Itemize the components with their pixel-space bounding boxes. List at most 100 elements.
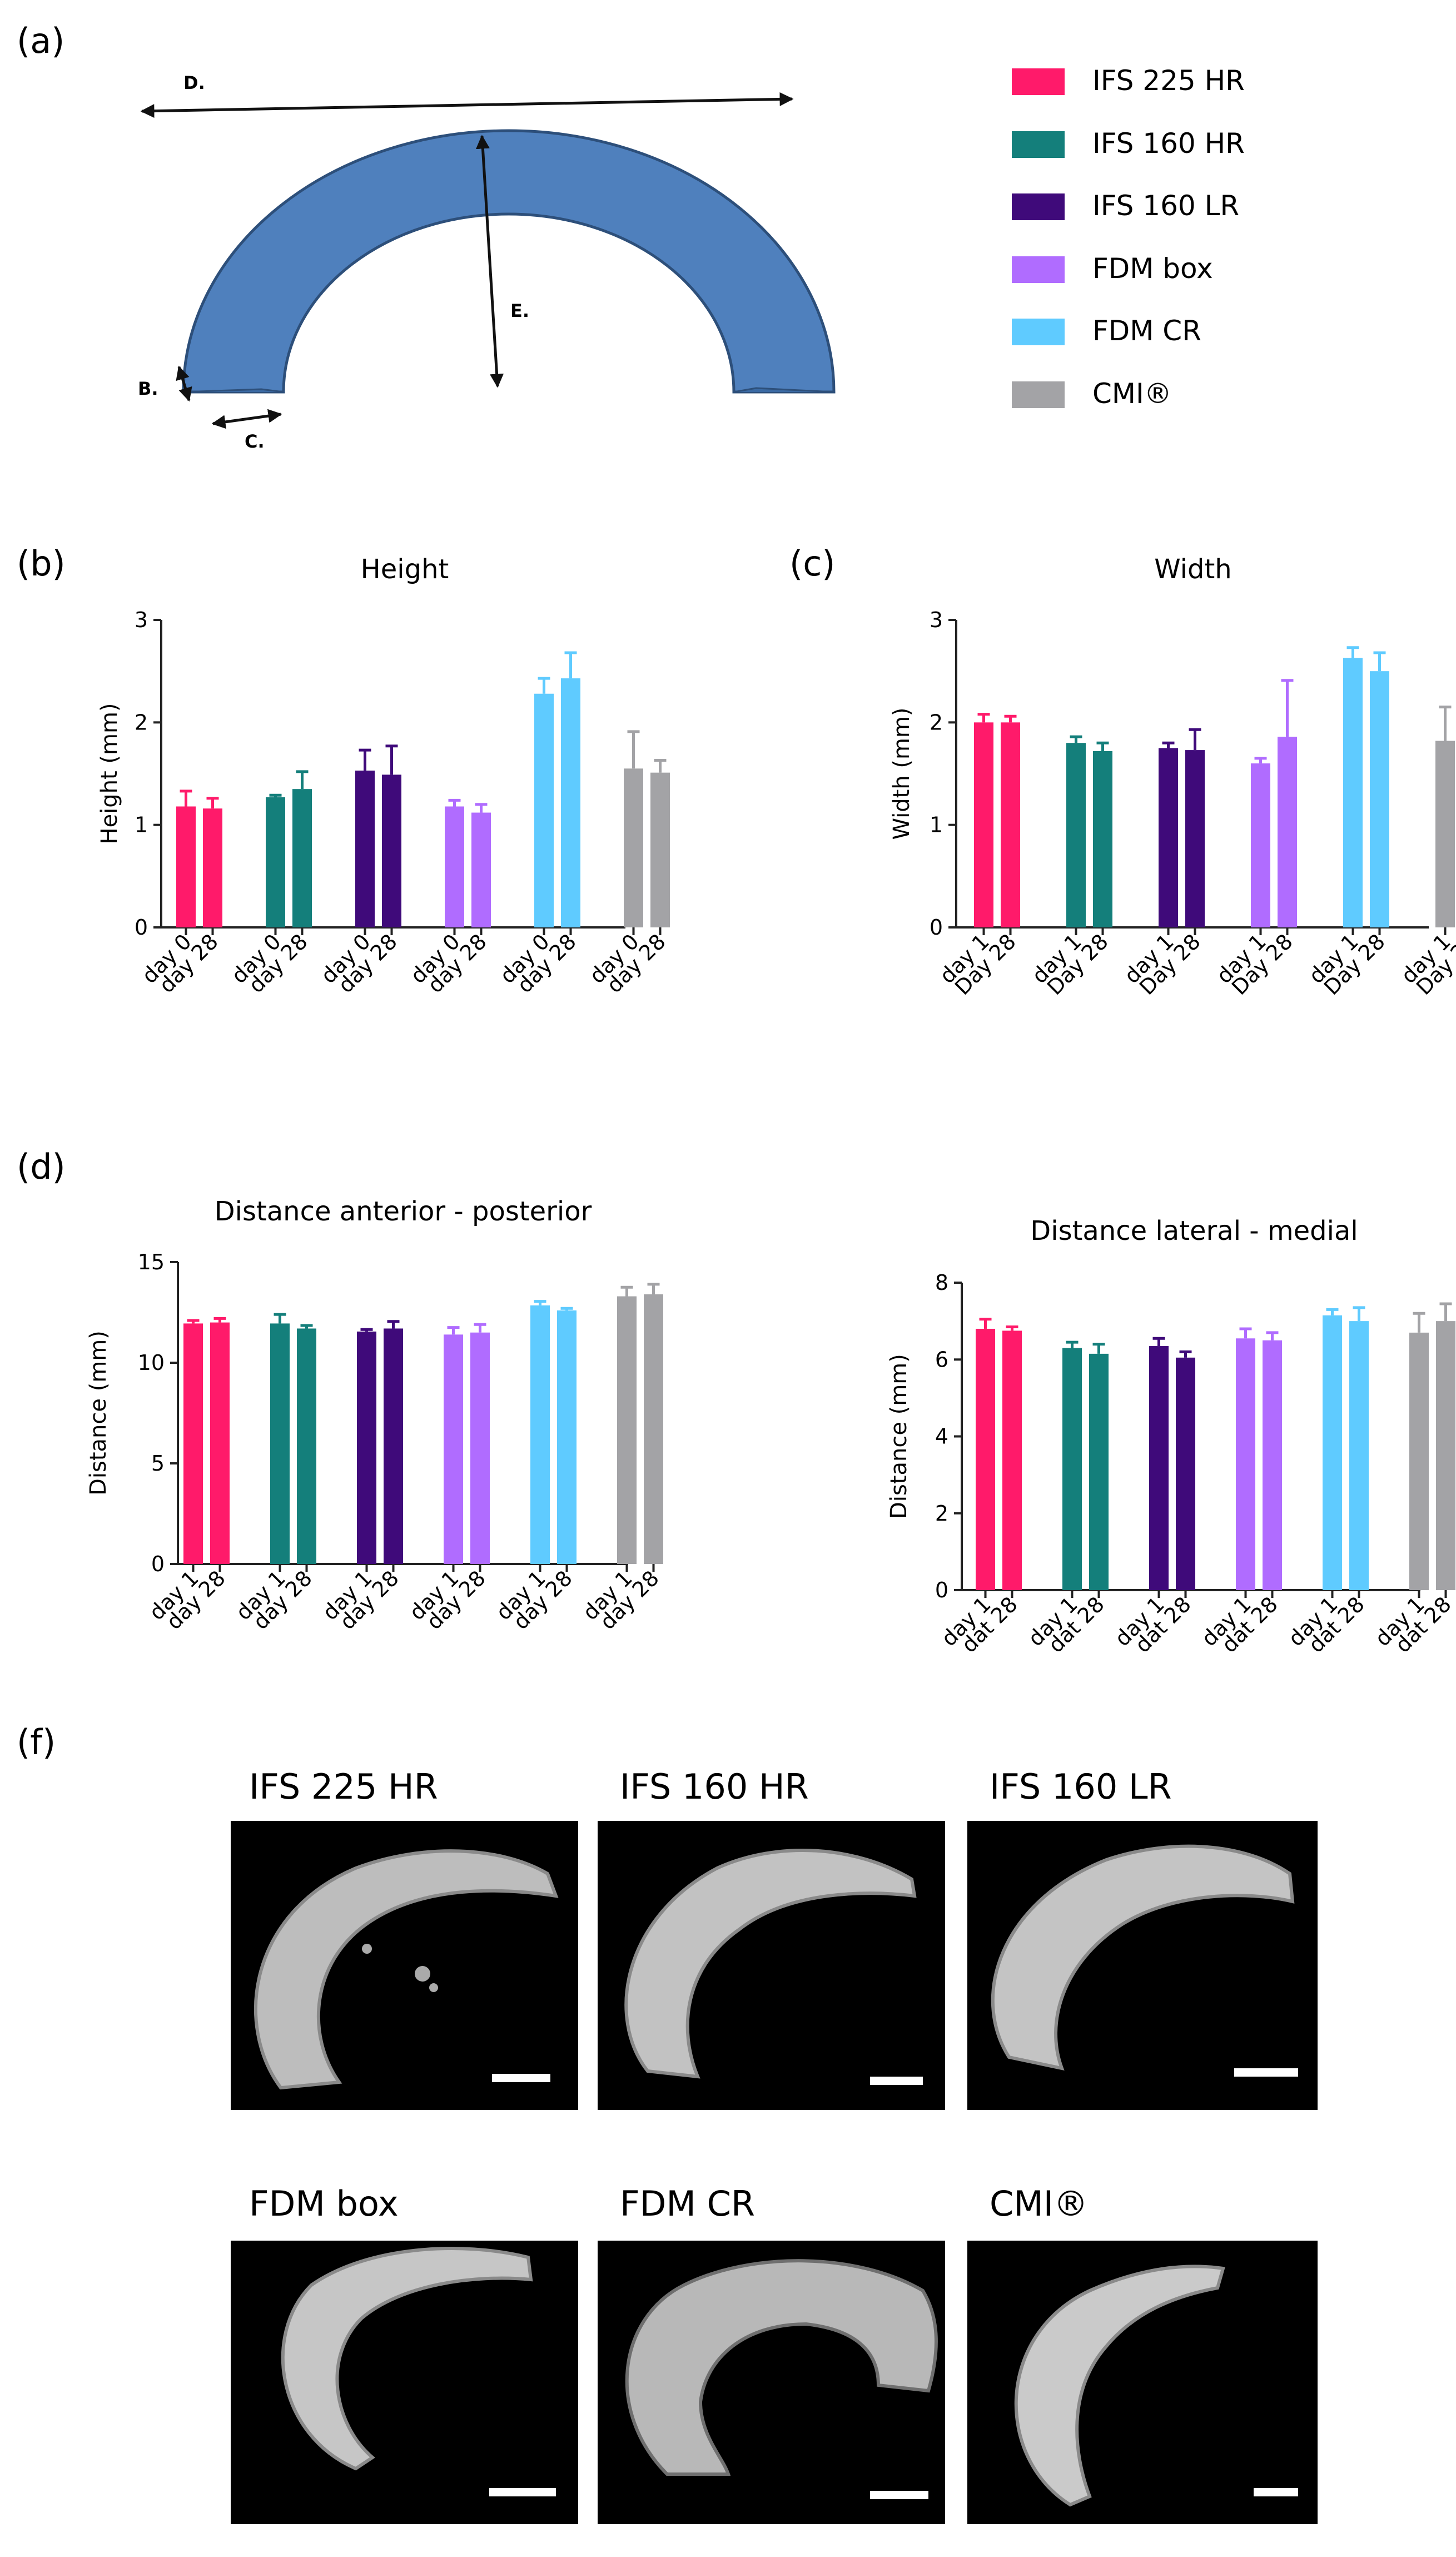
legend-swatch xyxy=(1012,131,1065,158)
y-tick-label: 0 xyxy=(135,915,148,940)
arrow-b xyxy=(176,365,192,402)
chart-title-lm: Distance lateral - medial xyxy=(1030,1215,1358,1247)
bar-ap-5 xyxy=(384,1328,403,1564)
scan-label: IFS 225 HR xyxy=(249,1766,438,1807)
bar-width-10 xyxy=(1435,741,1455,927)
scale-bar xyxy=(870,2491,928,2499)
scan-fdmbox: FDM box xyxy=(231,2183,578,2524)
bar-lm-10 xyxy=(1409,1332,1429,1590)
legend-swatch xyxy=(1012,381,1065,408)
scan-ifs225hr: IFS 225 HR xyxy=(231,1766,578,2110)
scan-label: FDM box xyxy=(249,2183,399,2224)
legend-label: IFS 160 LR xyxy=(1092,190,1239,222)
bar-ap-11 xyxy=(644,1294,663,1564)
scan-scaffold xyxy=(254,1849,559,2090)
bar-ap-2 xyxy=(270,1323,290,1564)
scale-bar xyxy=(870,2077,923,2085)
bar-width-1 xyxy=(1001,722,1020,927)
legend-label: IFS 225 HR xyxy=(1092,64,1245,97)
scan-scaffold xyxy=(991,1844,1295,2071)
y-axis-label: Height (mm) xyxy=(97,703,122,844)
scale-bar xyxy=(1234,2068,1298,2077)
panel-label-f: (f) xyxy=(17,1722,56,1762)
panel-label-d: (d) xyxy=(17,1146,66,1187)
legend: IFS 225 HR IFS 160 HR IFS 160 LR FDM box… xyxy=(1012,64,1245,410)
chart-title-ap: Distance anterior - posterior xyxy=(215,1196,592,1227)
label-e: E. xyxy=(510,300,529,321)
bar-ap-3 xyxy=(297,1328,316,1564)
bar-lm-9 xyxy=(1349,1321,1369,1590)
panel-label-a: (a) xyxy=(17,21,64,61)
y-tick-label: 8 xyxy=(935,1270,948,1295)
bar-ap-4 xyxy=(357,1331,376,1564)
scale-bar xyxy=(1254,2488,1298,2496)
y-tick-label: 0 xyxy=(935,1578,948,1602)
y-tick-label: 2 xyxy=(135,710,148,734)
bar-width-5 xyxy=(1185,750,1205,927)
bar-height-10 xyxy=(624,768,643,927)
y-tick-label: 10 xyxy=(138,1351,165,1375)
bar-height-3 xyxy=(292,789,312,927)
scale-bar xyxy=(489,2488,556,2496)
scan-label: IFS 160 LR xyxy=(990,1766,1172,1807)
scale-bar xyxy=(492,2074,550,2082)
legend-item-ifs225hr: IFS 225 HR xyxy=(1012,64,1245,97)
meniscus-diagram: D. E. B. C. xyxy=(138,72,836,452)
legend-item-ifs160lr: IFS 160 LR xyxy=(1012,190,1239,222)
bar-lm-1 xyxy=(1002,1330,1022,1590)
bar-width-8 xyxy=(1343,658,1363,927)
bar-lm-5 xyxy=(1176,1357,1195,1590)
scan-label: FDM CR xyxy=(620,2183,755,2224)
y-tick-label: 0 xyxy=(151,1552,165,1576)
bar-ap-8 xyxy=(530,1305,550,1564)
bar-lm-11 xyxy=(1436,1321,1455,1590)
bar-ap-10 xyxy=(617,1296,637,1564)
bar-width-6 xyxy=(1251,763,1270,927)
bar-width-3 xyxy=(1093,751,1112,927)
bar-ap-6 xyxy=(444,1334,463,1564)
legend-item-cmi: CMI® xyxy=(1012,378,1172,410)
legend-swatch xyxy=(1012,319,1065,345)
label-b: B. xyxy=(138,378,158,399)
y-tick-label: 2 xyxy=(930,710,943,734)
bar-lm-4 xyxy=(1149,1346,1169,1590)
legend-label: FDM CR xyxy=(1092,315,1201,347)
y-tick-label: 5 xyxy=(151,1451,165,1476)
legend-swatch xyxy=(1012,68,1065,95)
legend-label: CMI® xyxy=(1092,378,1172,410)
bar-height-5 xyxy=(382,774,401,927)
y-tick-label: 4 xyxy=(935,1424,948,1449)
chart-title-width: Width xyxy=(1154,554,1231,585)
bar-ap-0 xyxy=(183,1323,203,1564)
bar-height-1 xyxy=(203,808,222,927)
scan-scaffold xyxy=(281,2247,533,2471)
bar-width-7 xyxy=(1278,737,1297,927)
legend-label: IFS 160 HR xyxy=(1092,127,1245,160)
bar-ap-1 xyxy=(210,1322,230,1564)
y-axis-label: Distance (mm) xyxy=(886,1354,912,1519)
bar-lm-8 xyxy=(1323,1315,1342,1590)
meniscus-shape xyxy=(182,129,836,394)
scan-ifs160lr: IFS 160 LR xyxy=(967,1766,1318,2110)
bar-height-6 xyxy=(445,806,464,927)
scan-scaffold xyxy=(624,1849,917,2079)
y-tick-label: 2 xyxy=(935,1501,948,1526)
scan-scaffold xyxy=(1014,2265,1225,2507)
arrow-d xyxy=(140,92,794,118)
scan-fdmcr: FDM CR xyxy=(598,2183,945,2524)
bar-height-9 xyxy=(561,678,580,927)
chart-title-height: Height xyxy=(361,554,449,585)
scan-cmi: CMI® xyxy=(967,2183,1318,2524)
bar-height-0 xyxy=(176,806,196,927)
scan-scaffold xyxy=(625,2259,938,2476)
y-tick-label: 15 xyxy=(138,1250,165,1274)
y-tick-label: 0 xyxy=(930,915,943,940)
bar-ap-7 xyxy=(470,1332,490,1564)
scan-debris xyxy=(429,1983,438,1992)
bar-width-4 xyxy=(1159,748,1178,927)
panel-label-c: (c) xyxy=(789,543,835,584)
